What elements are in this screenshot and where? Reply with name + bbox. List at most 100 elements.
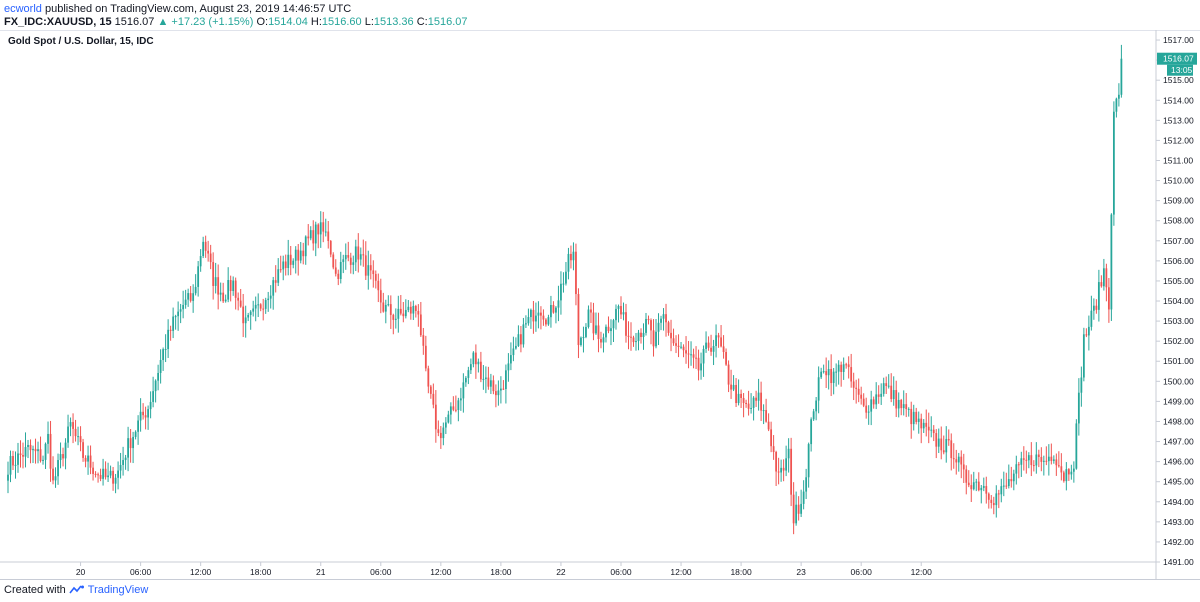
- candle-body: [182, 304, 185, 310]
- candle-body: [262, 308, 265, 310]
- candle-body: [159, 360, 162, 373]
- candle-body: [169, 329, 172, 331]
- price-tick-label: 1513.00: [1163, 115, 1194, 125]
- candle-body: [429, 386, 432, 394]
- candle-body: [732, 384, 735, 390]
- candle: [57, 453, 59, 485]
- candle-body: [625, 312, 627, 336]
- candle-body: [57, 460, 59, 477]
- candle: [792, 482, 795, 535]
- candle-body: [780, 467, 783, 473]
- candle-body: [532, 309, 535, 322]
- candle-body: [545, 319, 547, 325]
- candle: [202, 236, 205, 259]
- price-chart[interactable]: Gold Spot / U.S. Dollar, 15, IDC 1517.00…: [0, 30, 1200, 580]
- candle: [1110, 213, 1113, 321]
- candle-body: [727, 364, 730, 385]
- candle: [705, 331, 707, 353]
- candle-body: [960, 456, 963, 465]
- candle: [184, 289, 187, 309]
- candle-body: [515, 345, 517, 349]
- candle: [992, 496, 995, 515]
- candle-body: [862, 398, 865, 406]
- candle: [344, 243, 347, 270]
- candle: [682, 344, 685, 358]
- candle-body: [392, 314, 395, 320]
- candle: [419, 301, 422, 337]
- candle: [690, 341, 692, 366]
- candle-body: [550, 305, 552, 318]
- candle-body: [715, 335, 717, 347]
- candle-body: [750, 407, 752, 409]
- candle-body: [765, 410, 768, 422]
- candle: [750, 393, 752, 414]
- candle: [254, 296, 257, 322]
- candle-body: [947, 438, 950, 441]
- candle-body: [562, 283, 565, 285]
- candle: [1055, 453, 1058, 476]
- candle: [617, 304, 620, 323]
- candles-layer: [7, 44, 1123, 535]
- candle: [995, 485, 998, 518]
- candle-body: [857, 388, 860, 395]
- candle-body: [457, 400, 460, 411]
- candle: [412, 300, 415, 321]
- candle: [907, 407, 910, 417]
- candle-body: [389, 304, 392, 315]
- candle-body: [1110, 214, 1113, 310]
- candle: [565, 261, 567, 286]
- candle-body: [1105, 268, 1108, 288]
- candle-body: [597, 325, 600, 340]
- candle-body: [1012, 473, 1015, 482]
- candle: [332, 252, 335, 270]
- candle-body: [112, 470, 114, 484]
- candle-body: [1025, 459, 1028, 461]
- price-axis[interactable]: 1517.001516.001515.001514.001513.001512.…: [1156, 35, 1194, 567]
- candle-body: [89, 455, 92, 468]
- candle-body: [209, 253, 212, 263]
- candle-body: [792, 494, 795, 524]
- candle-body: [617, 306, 620, 309]
- open-value: 1514.04: [268, 16, 308, 28]
- candle: [1090, 295, 1093, 331]
- author-link[interactable]: ecworld: [4, 3, 42, 15]
- candle-body: [282, 261, 285, 270]
- candle-body: [927, 426, 930, 431]
- candle: [339, 251, 342, 284]
- candle: [572, 242, 575, 271]
- candle-body: [357, 246, 360, 260]
- candle-body: [1075, 423, 1078, 469]
- candle-body: [897, 399, 900, 409]
- candle: [307, 224, 310, 246]
- candle-body: [24, 447, 27, 457]
- candle-body: [807, 444, 810, 478]
- candle-body: [247, 314, 250, 318]
- candle: [1027, 452, 1030, 469]
- candle: [494, 384, 497, 408]
- candle: [237, 292, 240, 311]
- price-tick-label: 1504.00: [1163, 296, 1194, 306]
- change-value: +17.23 (+1.15%): [171, 16, 254, 28]
- candle: [680, 341, 682, 350]
- candle: [567, 247, 570, 280]
- candle-body: [334, 267, 337, 274]
- candle: [657, 313, 660, 346]
- time-axis[interactable]: 20 06:00 12:00 18:00 21 06:00 12:00 18:00 22 06:0…: [76, 562, 932, 577]
- candle: [149, 391, 152, 419]
- candle: [722, 335, 725, 359]
- candle-body: [204, 241, 207, 251]
- candle-body: [975, 481, 978, 483]
- candle-body: [502, 388, 505, 390]
- candle-body: [977, 481, 980, 491]
- time-tick-label: 18:00: [250, 567, 272, 577]
- candle-body: [522, 324, 525, 345]
- candle: [737, 379, 740, 406]
- last-price-box: [1157, 52, 1197, 65]
- candle-body: [555, 307, 557, 313]
- candle: [960, 450, 963, 479]
- candle: [69, 417, 72, 437]
- tradingview-brand-link[interactable]: TradingView: [87, 584, 149, 596]
- candle: [317, 223, 320, 249]
- candle: [329, 239, 332, 258]
- candle-body: [339, 262, 342, 279]
